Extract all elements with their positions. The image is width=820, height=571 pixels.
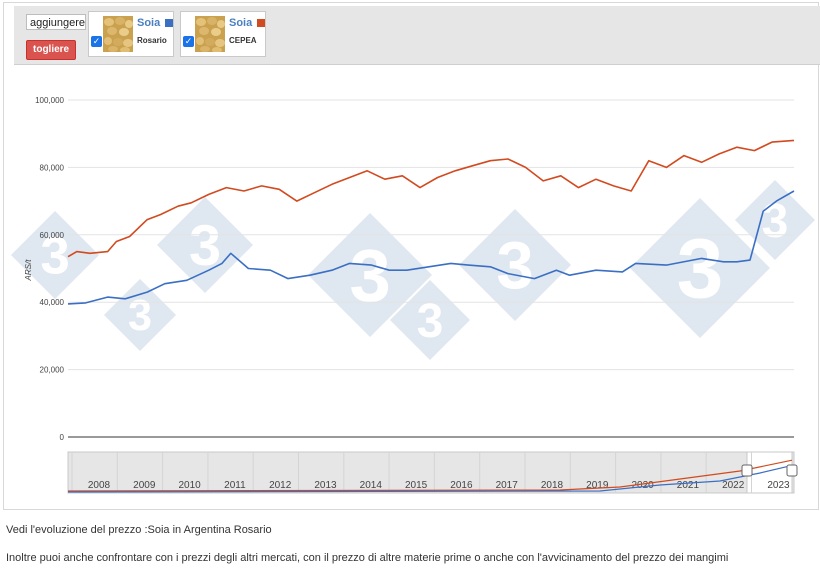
navigator-year-label: 2015	[405, 480, 428, 491]
series-name: Soia	[229, 17, 253, 29]
navigator-year-label: 2020	[631, 480, 654, 491]
navigator-year-label: 2021	[677, 480, 700, 491]
checkbox-icon[interactable]: ✓	[183, 36, 194, 47]
navigator-year-label: 2016	[450, 480, 473, 491]
y-tick-label: 40,000	[40, 298, 65, 307]
y-axis-title: ARS/t	[24, 259, 33, 282]
series-card-cepea[interactable]: ✓ Soia CEPEA	[180, 11, 266, 57]
watermark-text: 3	[762, 195, 789, 248]
range-navigator[interactable]: 2008 2009 2010 2011 2012 2013 2014 2015 2016 2017…	[67, 451, 798, 494]
soybean-icon	[195, 16, 225, 52]
watermark-text: 3	[417, 295, 444, 348]
watermark-diamond	[308, 213, 432, 337]
series-market: CEPEA	[229, 36, 257, 45]
add-series-select[interactable]: aggiungere -	[26, 14, 86, 30]
watermark-diamond	[157, 197, 253, 293]
navigator-line-rosario	[67, 464, 793, 493]
navigator-year-label: 2008	[88, 480, 111, 491]
caption-compare: Inoltre puoi anche confrontare con i pre…	[6, 552, 729, 564]
watermark-diamond	[11, 211, 99, 299]
remove-series-button[interactable]: togliere	[26, 40, 77, 60]
series-lines[interactable]	[67, 139, 795, 305]
navigator-year-label: 2009	[133, 480, 156, 491]
watermark-text: 3	[40, 226, 69, 285]
series-name: Soia	[137, 17, 161, 29]
series-line-rosario	[67, 190, 795, 305]
series-card-rosario[interactable]: ✓ Soia Rosario	[88, 11, 174, 57]
navigator-year-label: 2014	[360, 480, 383, 491]
checkbox-icon[interactable]: ✓	[91, 36, 102, 47]
y-tick-label: 100,000	[35, 96, 64, 105]
series-market: Rosario	[137, 36, 167, 45]
watermark-layer: 3 3 3 3 333 3	[11, 180, 815, 360]
watermark-text: 3	[496, 229, 533, 304]
chart-toolbar: aggiungere - togliere ✓ Soia Rosario ✓ S…	[14, 6, 820, 65]
watermark-diamond	[390, 280, 470, 360]
navigator-year-label: 2011	[224, 480, 246, 491]
y-tick-label: 20,000	[40, 366, 65, 375]
caption-price-evolution: Vedi l'evoluzione del prezzo :Soia in Ar…	[6, 524, 272, 536]
y-axis-labels: 0 20,000 40,000 60,000 80,000 100,000	[35, 96, 64, 442]
watermark-diamond	[459, 209, 571, 321]
navigator-year-label: 2013	[314, 480, 337, 491]
navigator-background	[67, 451, 795, 494]
watermark-diamond	[104, 279, 176, 351]
navigator-selection	[746, 451, 793, 494]
navigator-year-label: 2012	[269, 480, 292, 491]
watermark-text: 3	[349, 234, 390, 317]
navigator-year-label: 2019	[586, 480, 609, 491]
navigator-year-label: 2017	[496, 480, 519, 491]
navigator-year-label: 2010	[178, 480, 201, 491]
y-tick-label: 0	[60, 433, 65, 442]
navigator-handle-left	[741, 464, 753, 477]
y-tick-label: 60,000	[40, 231, 65, 240]
price-chart: 3 3 3 3 333 3 020,00040,00060,00080,000100,00…	[11, 96, 815, 494]
navigator-year-label: 2023	[767, 480, 790, 491]
watermark-text: 3	[189, 214, 221, 278]
series-line-cepea	[67, 139, 795, 258]
grid-lines	[68, 99, 794, 438]
watermark-text: 3	[677, 221, 724, 315]
navigator-handle-right	[786, 464, 798, 477]
watermark-text: 3	[128, 292, 152, 340]
series-color-swatch	[165, 19, 173, 27]
navigator-year-label: 2022	[722, 480, 745, 491]
navigator-year-label: 2018	[541, 480, 564, 491]
series-color-swatch	[257, 19, 265, 27]
y-tick-label: 80,000	[40, 163, 65, 172]
soybean-icon	[103, 16, 133, 52]
watermark-diamond	[630, 198, 770, 338]
